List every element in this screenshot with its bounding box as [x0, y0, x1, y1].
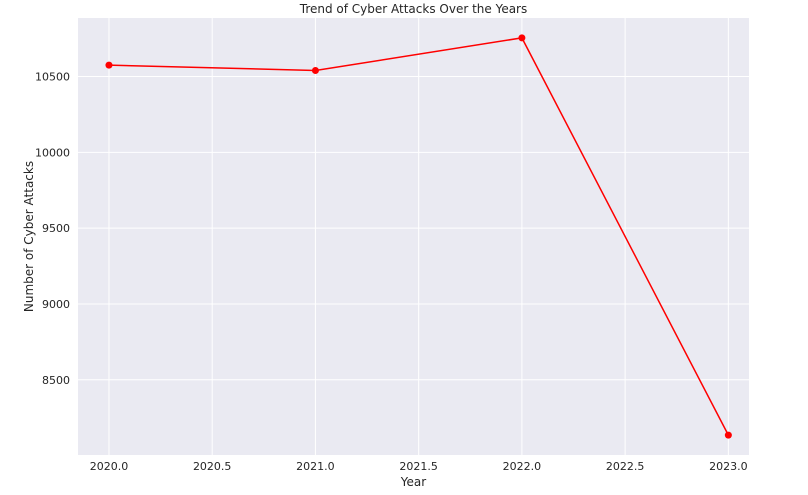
chart-title: Trend of Cyber Attacks Over the Years [299, 2, 527, 16]
x-tick-label: 2021.0 [296, 460, 335, 473]
y-tick-labels: 8500 9000 9500 10000 10500 [35, 71, 70, 387]
x-tick-label: 2020.0 [90, 460, 129, 473]
x-tick-labels: 2020.0 2020.5 2021.0 2021.5 2022.0 2022.5 2023… [90, 460, 748, 473]
x-tick-label: 2021.5 [399, 460, 438, 473]
y-tick-label: 8500 [42, 374, 70, 387]
x-tick-label: 2022.0 [503, 460, 542, 473]
y-tick-label: 9000 [42, 298, 70, 311]
y-tick-label: 10500 [35, 71, 70, 84]
y-axis-label: Number of Cyber Attacks [22, 161, 36, 312]
data-point [311, 66, 319, 74]
y-tick-label: 10000 [35, 146, 70, 159]
y-gridlines [78, 76, 749, 381]
y-tick-label: 9500 [42, 222, 70, 235]
series-line [108, 37, 730, 436]
data-point [724, 431, 732, 439]
x-tick-label: 2022.5 [606, 460, 645, 473]
plot-area [78, 18, 749, 455]
data-point [105, 61, 113, 69]
series-layer [105, 34, 732, 439]
x-tick-label: 2020.5 [193, 460, 232, 473]
data-point [518, 34, 526, 42]
x-axis-label: Year [400, 475, 426, 489]
x-tick-label: 2023.0 [709, 460, 748, 473]
